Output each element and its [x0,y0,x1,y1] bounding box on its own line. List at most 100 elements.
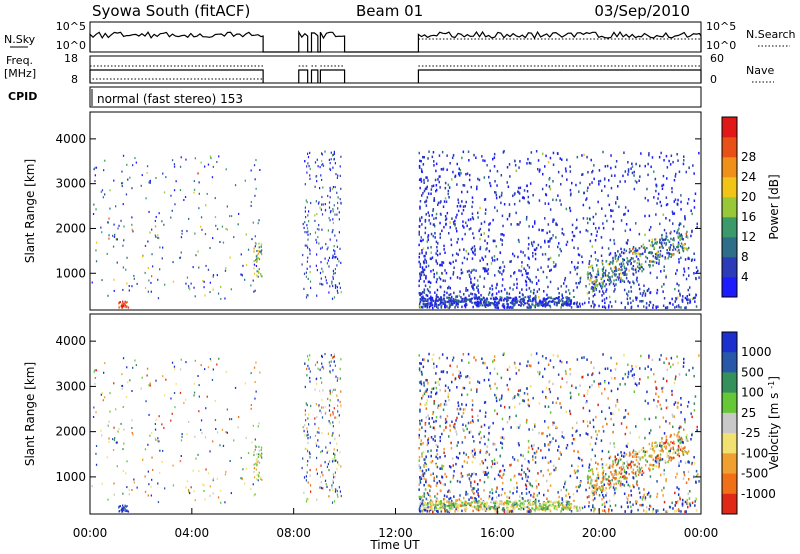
velocity-cell [467,456,470,459]
power-cell [306,294,308,297]
power-cell [226,228,228,231]
velocity-cell [574,471,576,475]
power-cell [430,251,432,254]
power-cell [338,282,340,285]
velocity-cell [529,483,532,487]
power-cell [459,168,462,172]
velocity-cell [583,394,585,397]
velocity-cell [200,419,203,422]
velocity-cell [429,425,432,428]
power-cell [526,275,528,279]
power-cell [258,246,260,249]
velocity-cell [635,365,637,368]
velocity-cell [324,411,327,415]
power-cell [608,283,611,286]
velocity-cell [518,402,521,405]
power-cell [627,280,629,283]
velocity-cell [155,379,157,382]
velocity-cell [514,366,517,369]
velocity-cell [140,387,142,390]
power-cell [260,251,262,254]
power-cell [260,245,262,248]
power-cell [503,297,506,300]
velocity-cell [489,372,491,375]
velocity-cell [430,461,432,464]
power-cell [211,176,214,179]
power-cell [537,268,539,271]
velocity-cell [216,477,218,480]
velocity-cell [425,455,427,459]
velocity-cell [661,390,664,393]
velocity-cell [95,445,98,447]
velocity-cell [603,380,606,384]
power-cell [445,217,448,221]
power-cell [677,229,679,232]
velocity-cell [338,414,340,417]
power-cell [513,254,516,258]
power-cell [468,178,471,182]
power-cell [649,260,651,263]
power-cell [613,284,616,288]
velocity-cell [503,469,506,472]
power-cell [683,159,685,162]
power-cell [694,300,696,303]
power-cell [618,273,620,276]
power-cell [104,193,106,196]
power-cell [697,269,699,273]
velocity-cell [122,448,124,451]
velocity-cell [122,507,124,510]
power-cell [533,288,535,292]
velocity-cell [332,488,334,491]
power-cell [474,293,476,296]
power-cell [336,213,338,216]
power-cell [569,188,572,192]
power-cell [424,258,426,261]
velocity-cell [144,448,147,451]
velocity-cell [204,436,207,439]
velocity-cell [333,407,335,410]
velocity-cell [640,503,643,507]
velocity-cell [321,398,323,402]
velocity-cell [556,354,559,357]
velocity-cell [566,503,568,507]
velocity-cell [547,426,550,429]
power-cell [256,260,258,262]
power-cell [329,211,332,214]
power-cell [456,205,459,208]
velocity-cell [630,460,633,464]
power-cell [337,174,339,177]
power-cell [566,302,569,305]
power-cell [639,253,641,256]
velocity-cell [472,509,474,513]
velocity-cell [566,501,569,504]
velocity-cell [658,358,661,361]
power-cell [642,292,644,295]
power-cell [418,260,420,264]
power-cell [633,250,636,253]
power-cell [432,208,435,211]
power-cell [542,304,545,307]
power-cell [654,238,656,241]
velocity-cell [188,421,190,423]
power-cell [331,282,333,285]
velocity-cell [303,429,305,433]
velocity-cell [304,447,306,451]
power-cell [596,273,598,276]
velocity-cell [419,506,421,510]
velocity-cell [118,505,120,508]
velocity-cell [447,395,449,399]
velocity-cell [465,424,467,428]
power-cell [533,292,535,295]
velocity-cell [561,377,563,380]
power-cell [304,231,306,234]
power-cell [480,233,482,236]
velocity-cell [308,451,311,454]
velocity-cell [659,444,661,447]
power-cell [512,304,515,307]
velocity-cell [250,372,252,375]
power-cell [427,289,430,293]
velocity-cell [418,455,421,459]
velocity-cell [419,469,421,472]
velocity-cell [647,493,649,496]
velocity-cell [487,471,490,475]
